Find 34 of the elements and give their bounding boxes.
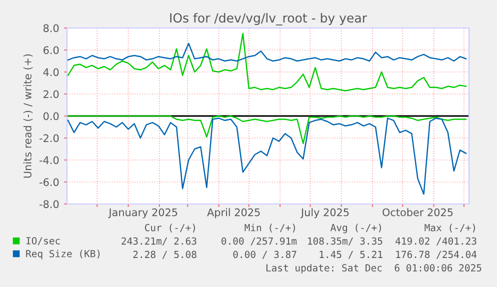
text: 419.02 /401.23 xyxy=(396,237,476,246)
line-series xyxy=(67,118,467,195)
y-tick-label: 6.0 xyxy=(44,46,59,54)
x-tick-label: April 2025 xyxy=(207,208,260,218)
y-tick-label: -2.0 xyxy=(40,134,59,142)
line-series xyxy=(67,32,467,92)
line-series xyxy=(67,42,467,62)
text: 108.35m/ 3.35 xyxy=(308,237,382,246)
text: Min (-/+) xyxy=(244,224,295,232)
y-tick-label: -4.0 xyxy=(40,156,59,164)
text: 176.78 /254.04 xyxy=(396,250,477,259)
y-tick-label: 4.0 xyxy=(43,68,59,76)
text: 1.45 / 5.21 xyxy=(320,250,382,259)
x-tick-label: July 2025 xyxy=(300,208,349,218)
y-tick-label: -8.0 xyxy=(40,200,59,208)
text: 2.28 / 5.08 xyxy=(133,250,196,259)
text: 0.00 / 3.87 xyxy=(233,250,296,259)
x-tick-label: October 2025 xyxy=(382,208,453,216)
legend-label: Req Size (KB) xyxy=(26,250,100,260)
text: 243.21m/ 2.63 xyxy=(122,237,196,246)
y-tick-label: 0.0 xyxy=(43,112,59,120)
y-tick-label: 2.0 xyxy=(44,90,59,98)
y-axis-title: Units read (-) / write (+) xyxy=(23,54,33,178)
text: Cur (-/+) xyxy=(144,224,195,232)
x-tick-label: January 2025 xyxy=(108,208,178,218)
text: Max (-/+) xyxy=(424,224,475,232)
legend-label: IO/sec xyxy=(26,237,60,246)
line-series xyxy=(67,115,467,144)
y-tick-label: -6.0 xyxy=(40,178,59,186)
chart-title: IOs for /dev/vg/lv_root - by year xyxy=(170,12,367,26)
text: Last update: Sat Dec 6 01:00:06 2025 xyxy=(266,264,482,274)
text: Avg (-/+) xyxy=(330,224,381,234)
text: 0.00 /257.91m xyxy=(222,237,297,246)
y-tick-label: 8.0 xyxy=(44,24,59,32)
